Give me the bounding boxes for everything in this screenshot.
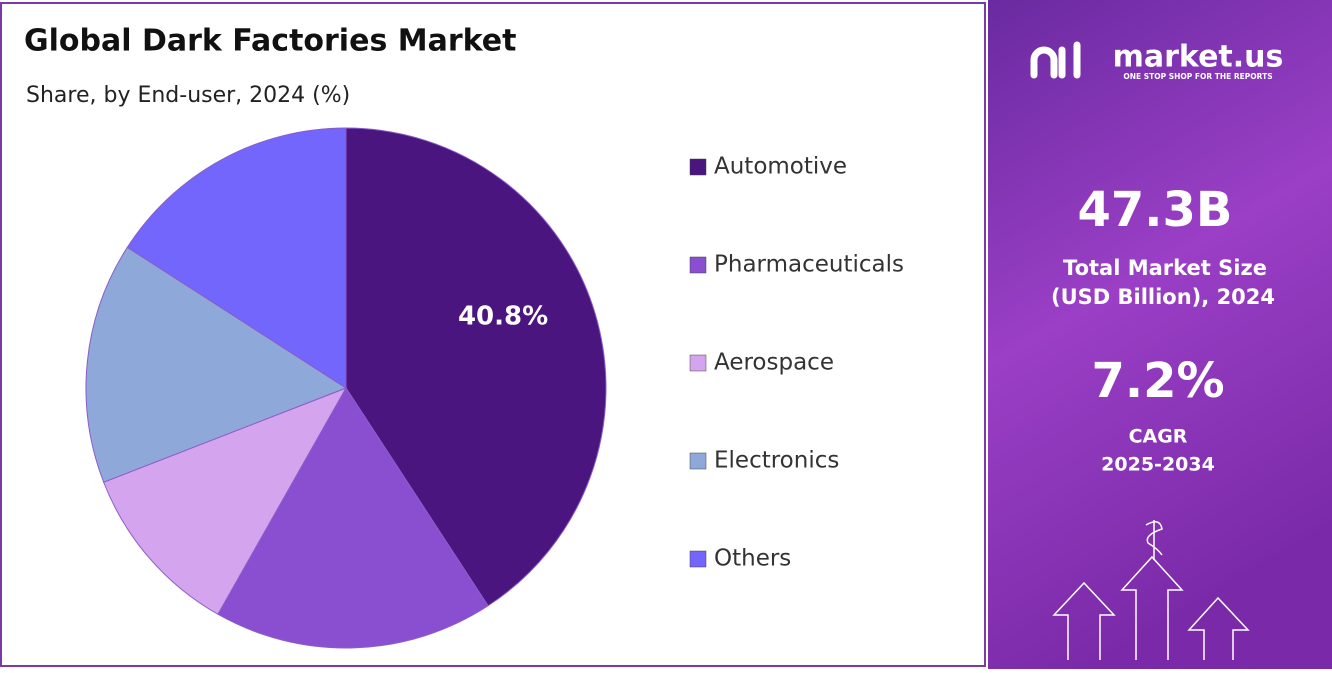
legend-label: Automotive	[714, 154, 847, 180]
market-size-label: Total Market Size	[1063, 256, 1267, 280]
legend-swatch	[689, 452, 707, 470]
legend-label: Electronics	[714, 448, 839, 474]
legend-swatch	[689, 256, 707, 274]
legend-label: Aerospace	[714, 350, 834, 376]
cagr: 7.2%	[1091, 353, 1224, 409]
legend-label: Others	[714, 546, 791, 572]
pie-slice	[103, 387, 348, 615]
logo-icon	[1030, 41, 1081, 79]
legend: Automotive Pharmaceuticals Aerospace Electr…	[689, 154, 904, 572]
pie-slice	[85, 246, 348, 483]
cagr-label: 2025-2034	[1101, 454, 1215, 476]
legend-swatch	[689, 354, 707, 372]
chart-subtitle: Share, by End-user, 2024 (%)	[26, 83, 350, 108]
market-size: 47.3B	[1077, 182, 1232, 238]
tagline: ONE STOP SHOP FOR THE REPORTS	[1123, 72, 1272, 81]
cagr-label: CAGR	[1129, 426, 1188, 448]
legend-label: Pharmaceuticals	[714, 252, 904, 278]
market-size-label: (USD Billion), 2024	[1051, 285, 1275, 309]
growth-arrows	[1052, 520, 1250, 660]
chart-title: Global Dark Factories Market	[24, 24, 516, 59]
pie: 40.8%	[85, 127, 607, 649]
brand: market.us	[1113, 40, 1284, 75]
pie-slice	[217, 387, 489, 649]
pie-slice	[345, 127, 607, 607]
data-label: 40.8%	[458, 302, 548, 332]
legend-swatch	[689, 550, 707, 568]
pie-slice	[126, 127, 347, 389]
info-panel	[988, 0, 1332, 669]
legend-swatch	[689, 158, 707, 176]
